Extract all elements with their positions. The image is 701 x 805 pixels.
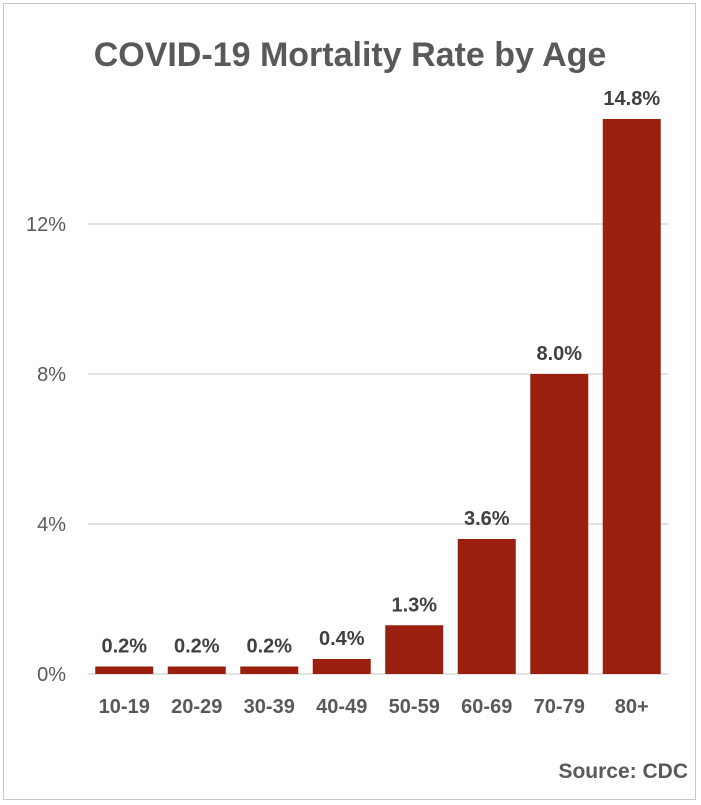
x-tick-label: 50-59: [389, 696, 440, 718]
bars: [95, 119, 661, 674]
data-label: 14.8%: [603, 88, 660, 110]
data-label: 0.2%: [246, 636, 292, 658]
data-label: 8.0%: [536, 343, 582, 365]
x-tick-label: 70-79: [534, 696, 585, 718]
bar: [312, 659, 371, 674]
data-label: 0.2%: [174, 636, 220, 658]
chart-title: COVID-19 Mortality Rate by Age: [94, 36, 607, 74]
x-tick-label: 40-49: [316, 696, 367, 718]
bar: [385, 625, 444, 674]
source-note: Source: CDC: [558, 760, 688, 783]
y-tick-label: 8%: [37, 364, 66, 386]
data-label: 1.3%: [391, 594, 437, 616]
x-tick-label: 80+: [615, 696, 649, 718]
bar: [530, 374, 589, 674]
x-tick-label: 30-39: [244, 696, 295, 718]
bar: [95, 666, 154, 674]
y-tick-label: 4%: [37, 514, 66, 536]
data-label: 0.4%: [319, 628, 365, 650]
x-axis-categories: 10-19 20-29 30-39 40-49 50-59 60-69 70-79 80+: [99, 696, 649, 718]
bar: [457, 539, 516, 674]
y-tick-label: 0%: [37, 664, 66, 686]
y-axis-ticks: 0% 4% 8% 12%: [26, 214, 66, 686]
x-tick-label: 20-29: [171, 696, 222, 718]
bar: [167, 666, 226, 674]
data-label: 0.2%: [101, 636, 147, 658]
y-tick-label: 12%: [26, 214, 66, 236]
bar: [602, 119, 661, 674]
data-label: 3.6%: [464, 508, 510, 530]
bar: [240, 666, 299, 674]
x-tick-label: 10-19: [99, 696, 150, 718]
x-tick-label: 60-69: [461, 696, 512, 718]
data-labels: 0.2% 0.2% 0.2% 0.4% 1.3% 3.6% 8.0% 14.8%: [101, 88, 660, 658]
